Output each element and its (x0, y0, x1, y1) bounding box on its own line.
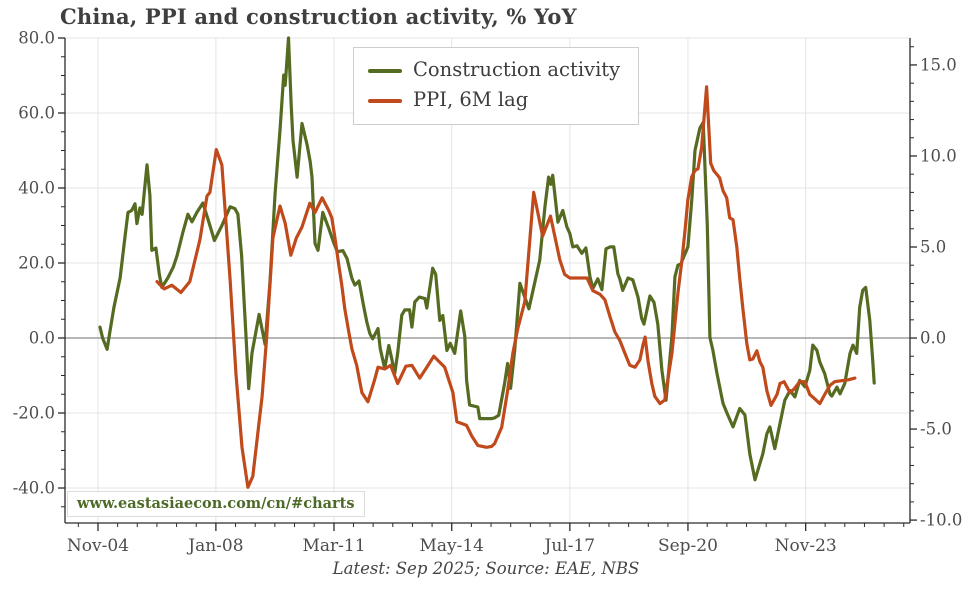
right-axis-tick-label: -10.0 (920, 511, 962, 530)
legend-item-construction: Construction activity (368, 59, 620, 80)
right-axis-tick-label: 15.0 (920, 55, 957, 74)
left-axis-tick-label: 60.0 (18, 104, 55, 123)
right-axis-tick-label: 5.0 (920, 238, 946, 257)
right-axis-tick-label: -5.0 (920, 420, 952, 439)
left-axis-tick-label: 40.0 (18, 179, 55, 198)
chart-legend: Construction activity PPI, 6M lag (353, 47, 640, 125)
x-axis-tick-label: Mar-11 (302, 536, 365, 556)
legend-label-construction: Construction activity (413, 58, 621, 81)
watermark-link[interactable]: www.eastasiaecon.com/cn/#charts (67, 491, 365, 517)
ppi-line-swatch-icon (368, 99, 402, 104)
x-axis-tick-label: Jul-17 (543, 536, 596, 556)
right-axis-tick-label: 0.0 (920, 329, 946, 348)
left-axis-tick-label: -40.0 (13, 479, 55, 498)
x-axis-tick-label: Nov-04 (67, 536, 129, 556)
right-axis-tick-label: 10.0 (920, 146, 957, 165)
left-axis-tick-label: 80.0 (18, 29, 55, 48)
x-axis-tick-label: Jan-08 (186, 536, 243, 556)
legend-label-ppi: PPI, 6M lag (413, 88, 529, 112)
x-axis-tick-label: Sep-20 (658, 536, 718, 556)
x-axis-tick-label: May-14 (419, 536, 484, 556)
left-axis-tick-label: 20.0 (18, 254, 55, 273)
page-title: China, PPI and construction activity, % … (60, 4, 577, 29)
left-axis-tick-label: -20.0 (13, 404, 55, 423)
source-caption: Latest: Sep 2025; Source: EAE, NBS (332, 559, 640, 578)
construction-line-swatch-icon (368, 68, 402, 73)
x-axis-tick-label: Nov-23 (775, 536, 837, 556)
series-line-ppi (155, 85, 857, 489)
series-line-construction (98, 36, 876, 482)
left-axis-tick-label: 0.0 (29, 329, 55, 348)
legend-item-ppi: PPI, 6M lag (368, 88, 620, 112)
